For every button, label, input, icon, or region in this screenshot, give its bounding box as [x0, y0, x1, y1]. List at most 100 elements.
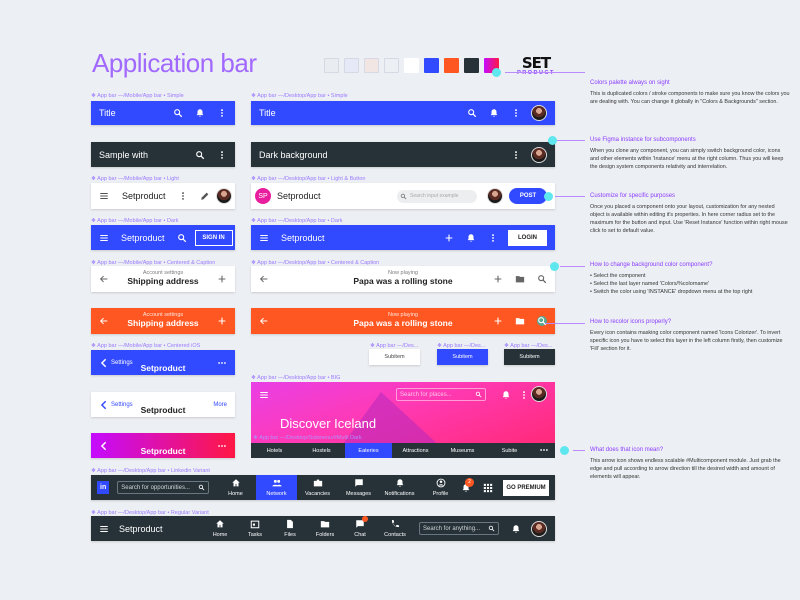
nav-item[interactable]: Folders — [308, 516, 343, 541]
bell-icon[interactable] — [466, 233, 476, 243]
nav-item[interactable]: Chat — [343, 516, 378, 541]
nav-item[interactable]: Files — [273, 516, 308, 541]
more-horizontal-icon[interactable] — [217, 441, 227, 451]
nav-item[interactable]: Notifications — [379, 475, 420, 500]
more-horizontal-icon[interactable] — [539, 445, 549, 455]
apps-grid-icon[interactable] — [483, 483, 493, 493]
nav-item[interactable]: Messages — [338, 475, 379, 500]
more-vertical-icon[interactable] — [511, 108, 521, 118]
search-icon[interactable] — [198, 484, 205, 491]
nav-label: Files — [284, 532, 296, 538]
back-label[interactable]: Settings — [111, 401, 133, 408]
note-body: Every icon contains masking color compon… — [590, 330, 783, 352]
plus-icon[interactable] — [217, 274, 227, 284]
search-icon[interactable] — [195, 150, 205, 160]
chevron-left-icon[interactable] — [99, 400, 109, 410]
avatar[interactable] — [531, 146, 547, 163]
nav-item[interactable]: Home — [215, 475, 256, 500]
nav-item[interactable]: Network — [256, 475, 297, 500]
back-label[interactable]: Settings — [111, 359, 133, 366]
back-arrow-icon[interactable] — [259, 316, 269, 326]
search-icon[interactable] — [537, 316, 547, 326]
more-vertical-icon[interactable] — [488, 233, 498, 243]
marker-dot — [550, 262, 559, 271]
places-search-input[interactable]: Search for places... — [396, 388, 486, 401]
avatar[interactable] — [531, 386, 547, 402]
plus-icon[interactable] — [444, 233, 454, 243]
plus-icon[interactable] — [493, 316, 503, 326]
bell-icon[interactable] — [501, 390, 511, 400]
more-vertical-icon[interactable] — [217, 150, 227, 160]
back-arrow-icon[interactable] — [99, 274, 109, 284]
search-input[interactable]: Search input example — [397, 189, 477, 203]
folder-icon[interactable] — [515, 274, 525, 284]
chevron-left-icon[interactable] — [99, 441, 109, 451]
nav-item[interactable]: Profile — [420, 475, 461, 500]
nav-item[interactable]: Home — [203, 516, 238, 541]
search-icon[interactable] — [467, 108, 477, 118]
search-icon[interactable] — [173, 108, 183, 118]
menu-icon[interactable] — [259, 233, 269, 243]
avatar[interactable] — [487, 188, 503, 204]
nav-label: Chat — [354, 532, 366, 538]
subitem-light[interactable]: Subitem — [369, 349, 420, 365]
nav-item[interactable]: Contacts — [378, 516, 413, 541]
menu-icon[interactable] — [99, 524, 109, 534]
login-button[interactable]: LOGIN — [508, 229, 547, 246]
avatar[interactable] — [531, 520, 547, 537]
bell-icon[interactable]: 2 — [461, 477, 474, 493]
setproduct-logo: SET PRODUCT — [514, 56, 558, 77]
menu-icon[interactable] — [99, 233, 109, 243]
nav-item[interactable]: Vacancies — [297, 475, 338, 500]
sign-in-button[interactable]: SIGN IN — [194, 229, 233, 246]
subitem-blue[interactable]: Subitem — [437, 349, 488, 365]
menu-icon[interactable] — [259, 390, 269, 400]
plus-icon[interactable] — [493, 274, 503, 284]
subitem-dark[interactable]: Subitem — [504, 349, 555, 365]
desktop-light-app-bar: SP Setproduct Search input example POST — [251, 183, 555, 209]
back-arrow-icon[interactable] — [259, 274, 269, 284]
avatar[interactable] — [215, 188, 232, 204]
bar-title: Shipping address — [127, 318, 199, 328]
nav-label: Home — [228, 491, 243, 497]
linkedin-logo[interactable]: in — [97, 481, 110, 494]
post-button[interactable]: POST — [509, 188, 547, 204]
submenu-tab[interactable]: Subite — [501, 447, 518, 454]
submenu-tab[interactable]: Eateries — [345, 443, 392, 458]
bar-title: Setproduct — [140, 405, 186, 415]
anything-search-input[interactable]: Search for anything... — [419, 522, 499, 535]
bell-icon[interactable] — [489, 108, 499, 118]
search-placeholder: Search for places... — [400, 391, 452, 398]
opportunities-search-input[interactable]: Search for opportunities... — [117, 481, 209, 494]
pencil-icon[interactable] — [200, 191, 210, 201]
caption: ❖ App bar —/Mobile/App bar • Light — [91, 176, 179, 182]
search-icon[interactable] — [177, 233, 187, 243]
submenu-tab[interactable]: Museums — [450, 447, 475, 454]
search-icon[interactable] — [488, 525, 495, 532]
more-vertical-icon[interactable] — [511, 150, 521, 160]
submenu-tab[interactable]: Hostels — [312, 447, 331, 454]
bar-title: Setproduct — [122, 191, 166, 201]
more-horizontal-icon[interactable] — [217, 358, 227, 368]
more-vertical-icon[interactable] — [217, 108, 227, 118]
more-link[interactable]: More — [213, 401, 227, 408]
avatar[interactable] — [531, 105, 547, 121]
more-vertical-icon[interactable] — [519, 390, 529, 400]
back-arrow-icon[interactable] — [99, 316, 109, 326]
chevron-left-icon[interactable] — [99, 358, 109, 368]
caption: ❖ App bar —/Desktop/App bar • Dark — [251, 218, 343, 224]
more-vertical-icon[interactable] — [178, 191, 188, 201]
folder-icon — [320, 519, 330, 529]
plus-icon[interactable] — [217, 316, 227, 326]
nav-item[interactable]: Tasks — [238, 516, 273, 541]
palette-swatch — [324, 58, 339, 73]
menu-icon[interactable] — [99, 191, 109, 201]
submenu-tab[interactable]: Hotels — [266, 447, 283, 454]
bell-icon[interactable] — [195, 108, 205, 118]
search-icon[interactable] — [537, 274, 547, 284]
bell-icon[interactable] — [511, 524, 521, 534]
search-icon[interactable] — [475, 391, 482, 398]
submenu-tab[interactable]: Attractions — [402, 447, 429, 454]
go-premium-button[interactable]: GO PREMIUM — [503, 479, 549, 496]
folder-icon[interactable] — [515, 316, 525, 326]
